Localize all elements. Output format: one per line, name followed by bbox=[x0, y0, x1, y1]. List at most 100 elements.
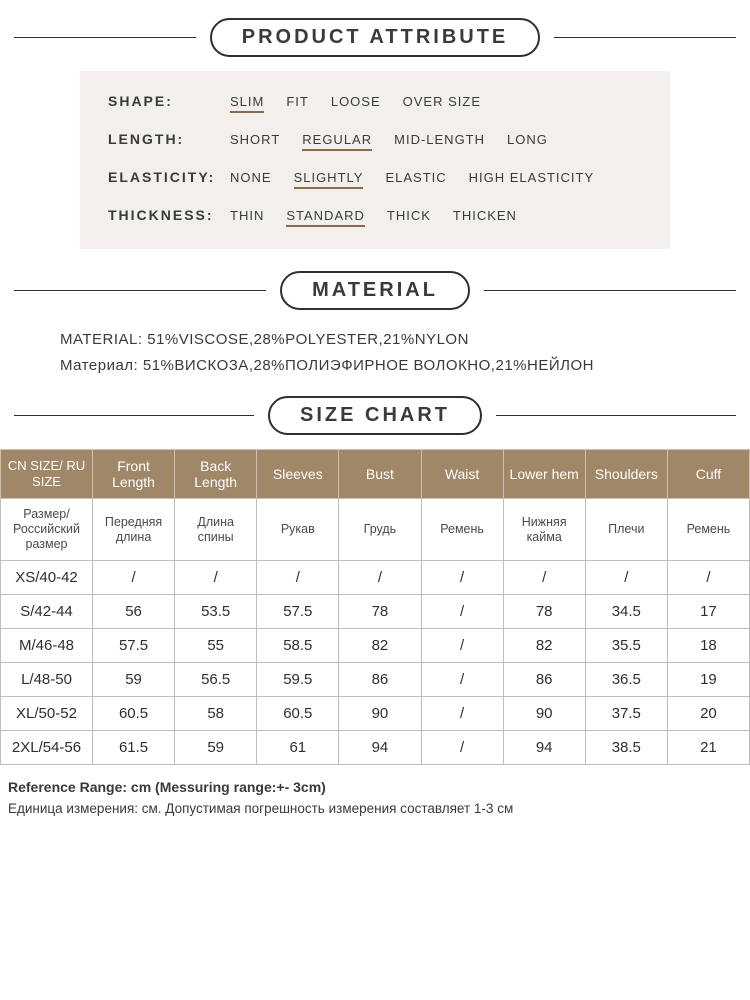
attr-option: LONG bbox=[507, 132, 548, 149]
attr-option: SLIGHTLY bbox=[294, 170, 364, 189]
size-cell: / bbox=[421, 561, 503, 595]
size-col-header: Waist bbox=[421, 450, 503, 499]
section-title-attribute: PRODUCT ATTRIBUTE bbox=[210, 18, 541, 57]
size-col-header: Sleeves bbox=[257, 450, 339, 499]
attr-option: THIN bbox=[230, 208, 264, 225]
divider-left bbox=[14, 290, 266, 291]
size-cell: 61 bbox=[257, 731, 339, 765]
footnote-en: Reference Range: cm (Messuring range:+- … bbox=[8, 779, 742, 795]
size-col-header: CN SIZE/ RU SIZE bbox=[1, 450, 93, 499]
attr-option: OVER SIZE bbox=[403, 94, 481, 111]
size-cell: / bbox=[585, 561, 667, 595]
size-cell: 18 bbox=[667, 629, 749, 663]
size-label: M/46-48 bbox=[1, 629, 93, 663]
size-cell: 60.5 bbox=[257, 697, 339, 731]
size-cell: 17 bbox=[667, 595, 749, 629]
size-cell: 90 bbox=[339, 697, 421, 731]
size-row: S/42-445653.557.578/7834.517 bbox=[1, 595, 750, 629]
size-label: XL/50-52 bbox=[1, 697, 93, 731]
size-label: 2XL/54-56 bbox=[1, 731, 93, 765]
material-en: MATERIAL: 51%VISCOSE,28%POLYESTER,21%NYL… bbox=[60, 328, 690, 352]
size-cell: 57.5 bbox=[257, 595, 339, 629]
size-cell: 90 bbox=[503, 697, 585, 731]
size-cell: 34.5 bbox=[585, 595, 667, 629]
size-col-header-ru: Размер/ Российский размер bbox=[1, 499, 93, 561]
attr-option: SLIM bbox=[230, 94, 264, 113]
size-cell: 78 bbox=[503, 595, 585, 629]
size-cell: 94 bbox=[339, 731, 421, 765]
size-row: XS/40-42//////// bbox=[1, 561, 750, 595]
attr-option: FIT bbox=[286, 94, 309, 111]
size-cell: 82 bbox=[503, 629, 585, 663]
section-title-sizechart: SIZE CHART bbox=[268, 396, 482, 435]
attr-label-shape: SHAPE: bbox=[108, 93, 208, 109]
divider-right bbox=[554, 37, 736, 38]
size-cell: 78 bbox=[339, 595, 421, 629]
size-row: XL/50-5260.55860.590/9037.520 bbox=[1, 697, 750, 731]
size-cell: 58 bbox=[175, 697, 257, 731]
size-col-header: Bust bbox=[339, 450, 421, 499]
size-col-header-ru: Нижняя кайма bbox=[503, 499, 585, 561]
size-cell: 53.5 bbox=[175, 595, 257, 629]
size-cell: / bbox=[503, 561, 585, 595]
size-cell: 94 bbox=[503, 731, 585, 765]
attr-option: MID-LENGTH bbox=[394, 132, 485, 149]
attr-label-thickness: THICKNESS: bbox=[108, 207, 208, 223]
size-cell: 56.5 bbox=[175, 663, 257, 697]
size-cell: 58.5 bbox=[257, 629, 339, 663]
size-cell: 37.5 bbox=[585, 697, 667, 731]
size-label: XS/40-42 bbox=[1, 561, 93, 595]
size-cell: 19 bbox=[667, 663, 749, 697]
size-cell: 86 bbox=[339, 663, 421, 697]
size-cell: 35.5 bbox=[585, 629, 667, 663]
size-cell: / bbox=[667, 561, 749, 595]
size-cell: 59 bbox=[93, 663, 175, 697]
size-cell: 21 bbox=[667, 731, 749, 765]
size-chart-table: CN SIZE/ RU SIZEFront LengthBack LengthS… bbox=[0, 449, 750, 765]
attr-option: LOOSE bbox=[331, 94, 381, 111]
size-cell: / bbox=[175, 561, 257, 595]
size-col-header: Front Length bbox=[93, 450, 175, 499]
size-col-header: Lower hem bbox=[503, 450, 585, 499]
size-col-header-ru: Длина спины bbox=[175, 499, 257, 561]
attr-option: REGULAR bbox=[302, 132, 372, 151]
size-cell: / bbox=[421, 629, 503, 663]
material-text: MATERIAL: 51%VISCOSE,28%POLYESTER,21%NYL… bbox=[60, 328, 690, 378]
size-cell: / bbox=[421, 697, 503, 731]
section-header-sizechart: SIZE CHART bbox=[0, 396, 750, 435]
size-cell: 36.5 bbox=[585, 663, 667, 697]
attr-option: HIGH ELASTICITY bbox=[469, 170, 595, 187]
size-row: M/46-4857.55558.582/8235.518 bbox=[1, 629, 750, 663]
attr-option: THICK bbox=[387, 208, 431, 225]
size-label: L/48-50 bbox=[1, 663, 93, 697]
size-cell: 38.5 bbox=[585, 731, 667, 765]
size-col-header-ru: Передняя длина bbox=[93, 499, 175, 561]
attr-option: NONE bbox=[230, 170, 272, 187]
size-cell: / bbox=[257, 561, 339, 595]
size-col-header-ru: Грудь bbox=[339, 499, 421, 561]
size-cell: 57.5 bbox=[93, 629, 175, 663]
material-ru: Материал: 51%ВИСКОЗА,28%ПОЛИЭФИРНОЕ ВОЛО… bbox=[60, 354, 690, 378]
size-cell: 82 bbox=[339, 629, 421, 663]
attr-label-elasticity: ELASTICITY: bbox=[108, 169, 208, 185]
size-cell: / bbox=[339, 561, 421, 595]
size-col-header-ru: Плечи bbox=[585, 499, 667, 561]
size-cell: 86 bbox=[503, 663, 585, 697]
size-col-header: Cuff bbox=[667, 450, 749, 499]
divider-left bbox=[14, 37, 196, 38]
attr-option: SHORT bbox=[230, 132, 280, 149]
size-col-header: Back Length bbox=[175, 450, 257, 499]
attr-row-shape: SHAPE: SLIM FIT LOOSE OVER SIZE bbox=[108, 93, 642, 113]
size-col-header: Shoulders bbox=[585, 450, 667, 499]
size-cell: / bbox=[93, 561, 175, 595]
size-cell: / bbox=[421, 731, 503, 765]
section-header-attribute: PRODUCT ATTRIBUTE bbox=[0, 18, 750, 57]
size-cell: / bbox=[421, 663, 503, 697]
size-cell: 20 bbox=[667, 697, 749, 731]
attr-option: THICKEN bbox=[453, 208, 517, 225]
size-col-header-ru: Ремень bbox=[421, 499, 503, 561]
section-title-material: MATERIAL bbox=[280, 271, 470, 310]
attr-option: STANDARD bbox=[286, 208, 365, 227]
size-col-header-ru: Рукав bbox=[257, 499, 339, 561]
size-cell: 55 bbox=[175, 629, 257, 663]
